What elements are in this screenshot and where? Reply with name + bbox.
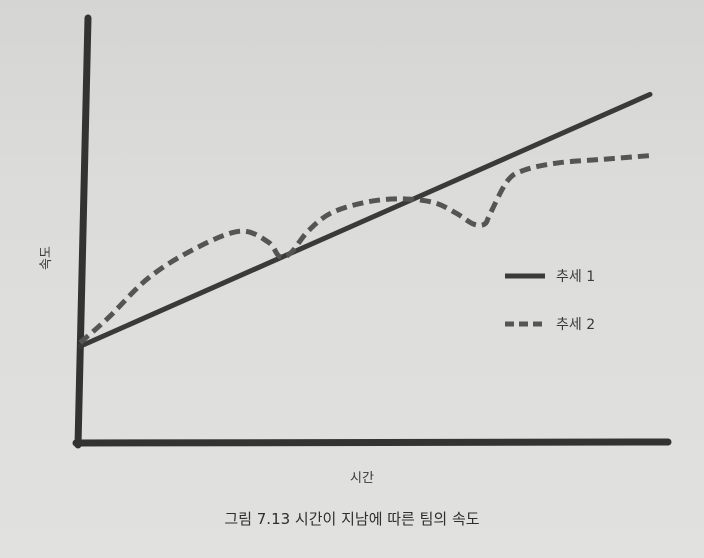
series-2-line: [78, 153, 651, 345]
figure-caption: 그림 7.13 시간이 지남에 따른 팀의 속도: [224, 510, 480, 528]
legend-label-2: 추세 2: [556, 317, 595, 333]
y-axis-line: [74, 14, 92, 449]
series-1-line: [77, 91, 653, 349]
x-axis-label: 시간: [350, 471, 374, 486]
y-axis-label: 속도: [39, 246, 54, 270]
x-axis-line: [72, 438, 672, 447]
legend-label-1: 추세 1: [556, 269, 595, 285]
